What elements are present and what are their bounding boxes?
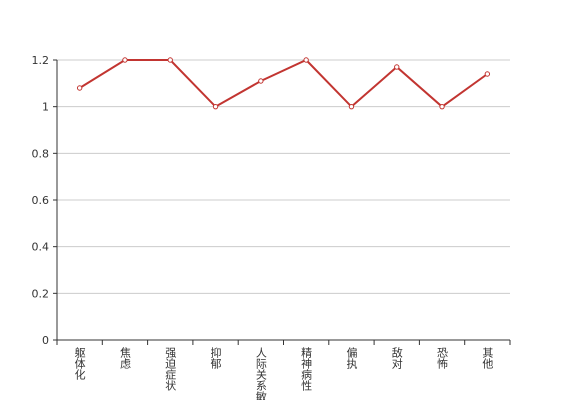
y-tick-label: 0 (42, 334, 49, 347)
point (122, 57, 128, 63)
point (394, 64, 400, 70)
point (303, 57, 309, 63)
point (484, 71, 491, 77)
x-tick-label: 其他 (481, 347, 494, 369)
x-tick-label: 强迫症状 (164, 347, 177, 391)
point (76, 85, 83, 91)
x-tick-label: 精神病性 (300, 347, 313, 392)
point (167, 57, 173, 63)
x-tick-label: 敌对 (390, 346, 403, 369)
point (439, 103, 445, 110)
x-tick-label: 偏执 (345, 346, 358, 370)
x-tick-label: 焦虑 (118, 347, 131, 369)
y-tick-label: 0.4 (32, 241, 50, 254)
y-tick-label: 1 (42, 101, 49, 114)
line (79, 58, 488, 109)
x-tick-label: 抑郁 (209, 346, 222, 369)
point (258, 78, 264, 84)
point (348, 103, 355, 110)
x-tick-label: 恐怖 (436, 347, 449, 369)
y-tick-label: 0.8 (32, 147, 50, 160)
x-tick-label: 躯体化 (73, 347, 86, 381)
y-tick-label: 0.2 (32, 287, 50, 300)
y-tick-label: 1.2 (32, 54, 50, 67)
y-tick-label: 0.6 (32, 194, 50, 207)
x-tick-label: 人际关系敏感 (254, 347, 267, 400)
point (212, 103, 219, 110)
